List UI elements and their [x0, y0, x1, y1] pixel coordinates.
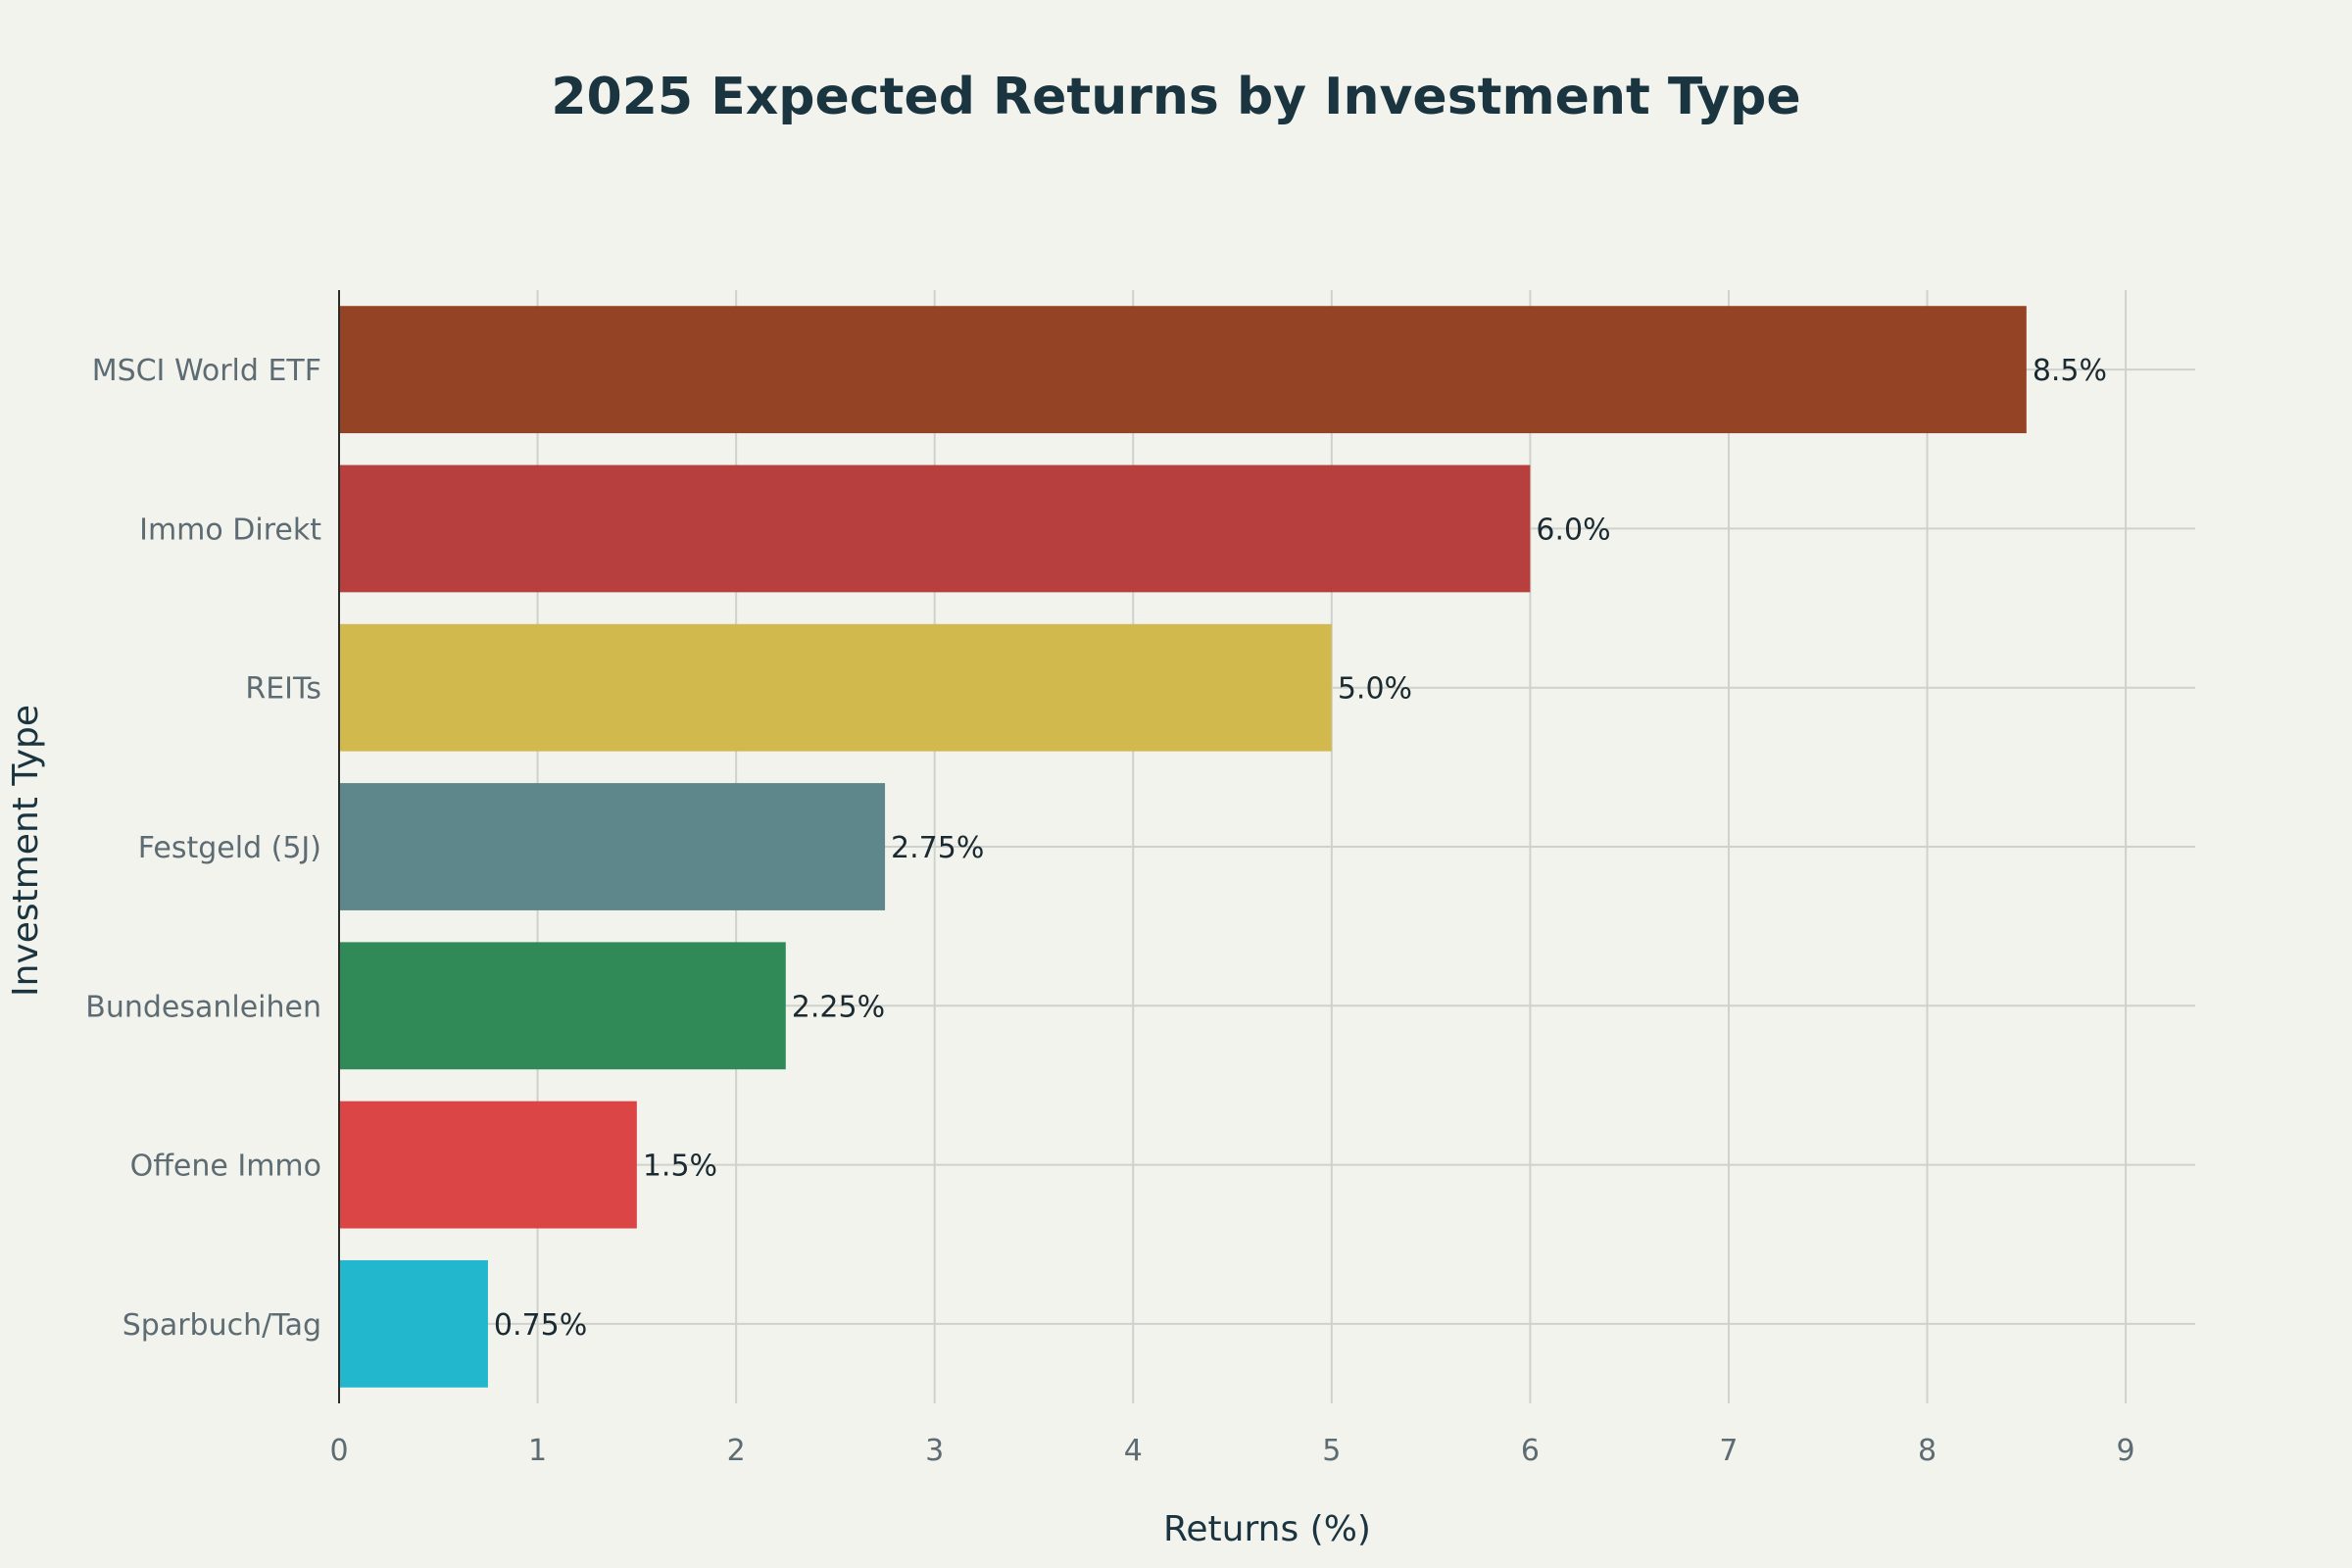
data-label: 6.0% — [1536, 513, 1610, 547]
x-tick-label: 8 — [1918, 1434, 1936, 1468]
bar — [339, 783, 886, 910]
y-tick-label: MSCI World ETF — [92, 354, 321, 388]
data-label: 0.75% — [494, 1308, 587, 1343]
data-label: 8.5% — [2033, 354, 2107, 388]
y-tick-label: Bundesanleihen — [85, 990, 321, 1024]
x-tick-label: 5 — [1322, 1434, 1341, 1468]
y-axis-tick-labels: MSCI World ETF Immo Direkt REITs Festgeld (… — [85, 354, 321, 1343]
x-tick-label: 2 — [727, 1434, 746, 1468]
data-label: 1.5% — [643, 1150, 717, 1184]
bar — [339, 465, 1531, 593]
x-axis-title: Returns (%) — [1163, 1509, 1371, 1549]
x-tick-label: 9 — [2117, 1434, 2135, 1468]
chart-title: 2025 Expected Returns by Investment Type — [551, 68, 1800, 126]
y-tick-label: Immo Direkt — [139, 513, 321, 547]
x-tick-label: 0 — [329, 1434, 348, 1468]
bar — [339, 306, 2027, 434]
data-label: 5.0% — [1338, 672, 1412, 707]
data-label: 2.25% — [792, 990, 885, 1024]
bar — [339, 1101, 637, 1229]
bar — [339, 623, 1332, 752]
data-label: 2.75% — [891, 831, 984, 865]
bar — [339, 942, 786, 1070]
x-tick-label: 1 — [528, 1434, 547, 1468]
y-tick-label: REITs — [245, 672, 321, 707]
bar — [339, 1259, 488, 1388]
data-labels: 8.5% 6.0% 5.0% 2.75% 2.25% 1.5% 0.75% — [494, 354, 2107, 1343]
y-axis-title: Investment Type — [6, 705, 46, 997]
x-axis-tick-labels: 0 1 2 3 4 5 6 7 8 9 — [329, 1434, 2134, 1468]
y-tick-label: Sparbuch/Tag — [122, 1308, 321, 1343]
y-tick-label: Festgeld (5J) — [138, 831, 321, 865]
x-tick-label: 6 — [1521, 1434, 1540, 1468]
x-tick-label: 7 — [1719, 1434, 1738, 1468]
x-tick-label: 3 — [925, 1434, 944, 1468]
x-tick-label: 4 — [1124, 1434, 1143, 1468]
y-tick-label: Offene Immo — [130, 1150, 321, 1184]
bars — [339, 306, 2027, 1388]
